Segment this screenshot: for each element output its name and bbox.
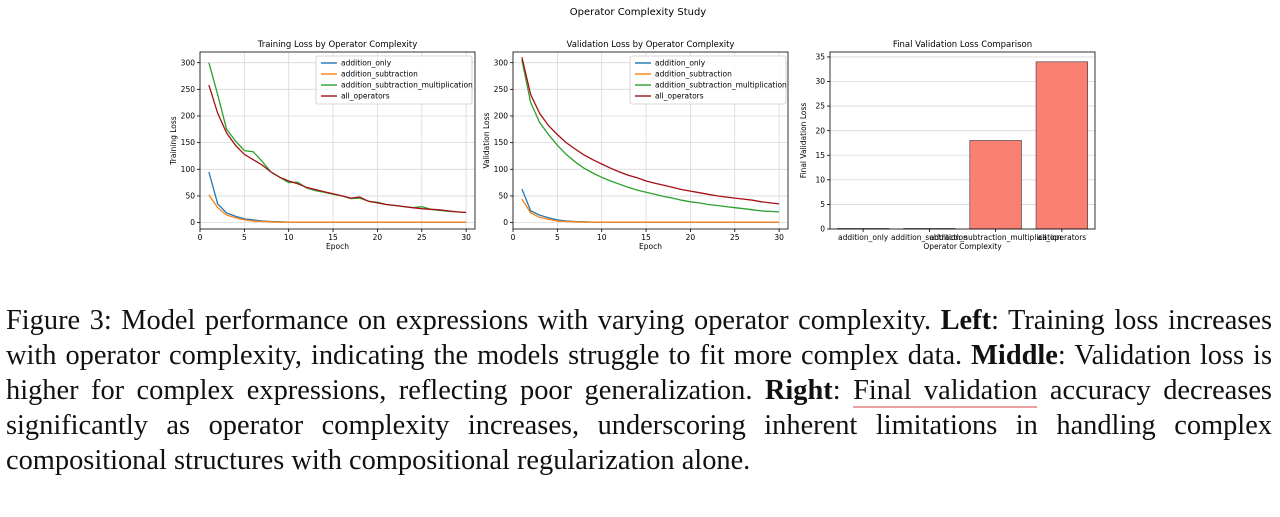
y-tick-label: 50 <box>185 192 195 201</box>
y-tick-label: 15 <box>815 151 825 160</box>
y-tick-label: 300 <box>181 58 196 67</box>
plot-frame <box>199 51 476 230</box>
panel-title: Training Loss by Operator Complexity <box>257 40 417 50</box>
caption-spellcheck-underline: Final validation <box>853 375 1038 408</box>
legend-label-all_operators: all_operators <box>341 92 390 101</box>
legend-box <box>315 55 473 105</box>
plot-frame <box>829 51 1096 230</box>
x-tick-label: all_operators <box>1038 233 1087 242</box>
series-line-addition_only <box>521 188 780 223</box>
y-tick-label: 20 <box>815 126 825 135</box>
legend-label-addition_subtraction: addition_subtraction <box>655 70 732 79</box>
plot-frame <box>512 51 789 230</box>
x-tick-label: 0 <box>511 233 516 242</box>
bar-addition_subtraction_multiplication <box>969 140 1022 230</box>
x-axis-label: Epoch <box>326 242 349 251</box>
series-line-addition_subtraction <box>521 198 780 223</box>
y-tick-label: 10 <box>815 175 825 184</box>
legend-label-addition_subtraction_multiplication: addition_subtraction_multiplication <box>341 81 473 90</box>
y-tick-label: 35 <box>815 53 825 62</box>
legend-label-addition_only: addition_only <box>341 59 392 68</box>
figure-caption: Figure 3: Model performance on expressio… <box>6 303 1272 478</box>
x-tick-label: 25 <box>417 233 427 242</box>
x-tick-label: 5 <box>242 233 247 242</box>
legend-label-all_operators: all_operators <box>655 92 704 101</box>
x-axis-label: Epoch <box>639 242 662 251</box>
x-tick-label: addition_subtraction <box>891 233 968 242</box>
y-tick-label: 0 <box>820 225 825 234</box>
y-tick-label: 200 <box>494 112 509 121</box>
caption-middle-label: Middle <box>971 340 1058 371</box>
y-tick-label: 150 <box>494 138 509 147</box>
y-tick-label: 250 <box>181 85 196 94</box>
x-tick-label: 5 <box>555 233 560 242</box>
x-tick-label: 15 <box>328 233 338 242</box>
legend-label-addition_only: addition_only <box>655 59 706 68</box>
y-tick-label: 250 <box>494 85 509 94</box>
panel-title: Validation Loss by Operator Complexity <box>567 40 735 50</box>
final-validation-loss-panel: Final Validation Loss Comparison Operator… <box>799 40 1096 251</box>
y-tick-label: 200 <box>181 112 196 121</box>
x-tick-label: 20 <box>686 233 696 242</box>
figure-suptitle: Operator Complexity Study <box>570 7 707 18</box>
x-axis-label: Operator Complexity <box>923 242 1002 251</box>
x-tick-label: 30 <box>774 233 784 242</box>
legend-box <box>629 55 787 105</box>
x-tick-label: 30 <box>461 233 471 242</box>
caption-left-label: Left <box>940 305 992 336</box>
y-axis-label: Final Validation Loss <box>799 103 808 179</box>
x-tick-label: 10 <box>284 233 294 242</box>
x-tick-label: 20 <box>373 233 383 242</box>
y-axis-label: Validation Loss <box>482 112 491 168</box>
caption-right-label: Right <box>764 375 833 406</box>
y-tick-label: 5 <box>820 200 825 209</box>
training-loss-panel: Training Loss by Operator Complexity Epoc… <box>169 40 476 251</box>
caption-middle-text: : Validation loss is higher for complex … <box>6 340 1272 406</box>
x-tick-label: addition_only <box>838 233 889 242</box>
y-tick-label: 25 <box>815 102 825 111</box>
y-tick-label: 150 <box>181 138 196 147</box>
x-tick-label: 0 <box>198 233 203 242</box>
y-tick-label: 100 <box>494 165 509 174</box>
bar-all_operators <box>1035 61 1089 230</box>
caption-fig-label: Figure 3: <box>6 305 112 336</box>
series-line-addition_subtraction_multiplication <box>521 59 780 213</box>
x-tick-label: 10 <box>597 233 607 242</box>
caption-intro: Model performance on expressions with va… <box>121 305 932 336</box>
series-line-all_operators <box>208 84 467 214</box>
y-axis-label: Training Loss <box>169 116 178 166</box>
y-tick-label: 0 <box>190 218 195 227</box>
y-tick-label: 30 <box>815 77 825 86</box>
caption-left-text: : Training loss increases with operator … <box>6 305 1272 371</box>
figure-3: Operator Complexity Study Training Loss … <box>169 7 1096 251</box>
y-tick-label: 100 <box>181 165 196 174</box>
validation-loss-panel: Validation Loss by Operator Complexity Ep… <box>482 40 789 251</box>
caption-right-text: accuracy decreases significantly as oper… <box>6 375 1272 476</box>
y-tick-label: 300 <box>494 58 509 67</box>
series-line-addition_subtraction <box>208 194 467 223</box>
y-tick-label: 50 <box>498 192 508 201</box>
series-line-addition_only <box>208 171 467 223</box>
panel-title: Final Validation Loss Comparison <box>893 40 1032 50</box>
x-tick-label: addition_subtraction_multiplication <box>930 233 1062 242</box>
legend-label-addition_subtraction_multiplication: addition_subtraction_multiplication <box>655 81 787 90</box>
y-tick-label: 0 <box>503 218 508 227</box>
caption-right-colon: : <box>832 375 841 406</box>
x-tick-label: 15 <box>641 233 651 242</box>
x-tick-label: 25 <box>730 233 740 242</box>
series-line-all_operators <box>521 57 780 205</box>
legend-label-addition_subtraction: addition_subtraction <box>341 70 418 79</box>
